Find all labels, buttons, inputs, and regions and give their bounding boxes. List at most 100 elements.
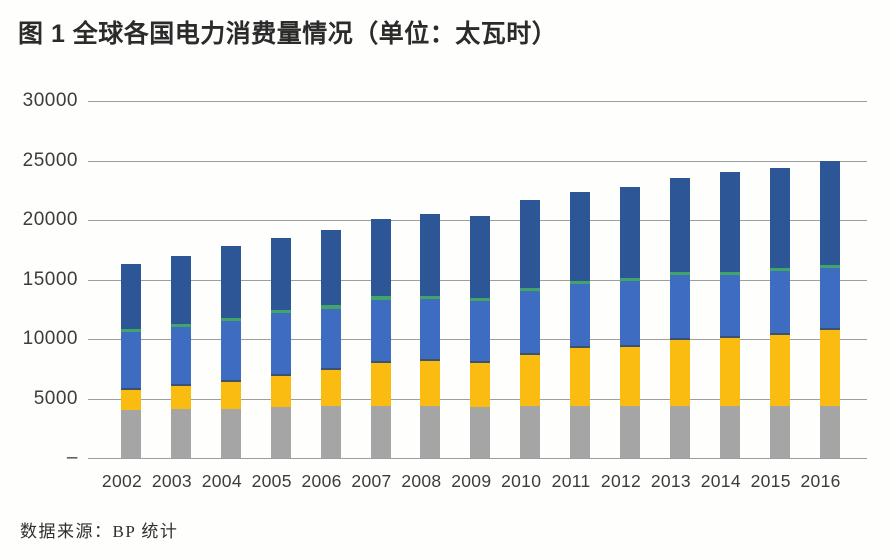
data-source-note: 数据来源：BP 统计: [20, 522, 179, 541]
segment-gray-2011: [570, 405, 591, 458]
x-tick-label-2005: 2005: [251, 471, 292, 491]
segment-green-2015: [769, 268, 790, 272]
x-tick-label-2014: 2014: [700, 471, 741, 491]
segment-green-2016: [819, 264, 840, 268]
segment-yellow-2006: [320, 369, 341, 407]
bar-2010: [520, 101, 541, 458]
bar-2011: [570, 101, 591, 458]
segment-green-2008: [420, 295, 441, 299]
segment-gray-2003: [170, 409, 191, 458]
segment-gray-2012: [620, 406, 640, 458]
segment-yellow-2002: [121, 390, 141, 411]
segment-green-2011: [570, 281, 591, 285]
segment-gray-2013: [669, 406, 690, 458]
bar-2004: [220, 101, 241, 458]
y-tick-label-0: –: [66, 447, 78, 468]
x-tick-label-2009: 2009: [451, 471, 492, 491]
y-tick-label-15000: 15000: [22, 268, 78, 290]
segment-yellow-2015: [769, 334, 790, 407]
segment-blue-2006: [320, 308, 341, 370]
plot-area: [88, 101, 867, 459]
x-tick-label-2011: 2011: [551, 471, 591, 491]
bar-2013: [669, 101, 690, 458]
segment-green-2012: [620, 277, 640, 281]
segment-gray-2008: [420, 405, 441, 458]
x-tick-label-2007: 2007: [351, 471, 392, 491]
segment-darkblue-2009: [470, 215, 491, 298]
bar-2007: [370, 101, 391, 458]
segment-blue-2016: [819, 267, 840, 330]
segment-yellow-2014: [719, 337, 740, 406]
segment-gray-2007: [370, 405, 391, 458]
segment-blue-2004: [220, 320, 241, 382]
segment-gray-2005: [270, 406, 291, 458]
segment-blue-2010: [520, 291, 541, 356]
segment-yellow-2012: [620, 346, 640, 407]
segment-green-2007: [370, 296, 391, 300]
segment-yellow-2005: [270, 375, 291, 407]
segment-green-2009: [470, 297, 491, 301]
bar-2009: [470, 101, 491, 458]
segment-blue-2003: [170, 327, 191, 387]
segment-yellow-2010: [520, 355, 541, 406]
x-tick-label-2002: 2002: [101, 471, 143, 491]
segment-yellow-2013: [669, 340, 690, 407]
x-tick-label-2013: 2013: [650, 471, 691, 491]
gridline-30000: [88, 101, 867, 102]
segment-darkblue-2012: [620, 186, 640, 278]
segment-blue-2002: [121, 331, 141, 391]
segment-blue-2014: [719, 274, 740, 338]
y-tick-label-10000: 10000: [22, 328, 78, 349]
y-tick-label-20000: 20000: [22, 209, 78, 230]
segment-gray-2014: [719, 405, 740, 458]
bar-2016: [819, 101, 840, 458]
segment-darkblue-2014: [719, 172, 740, 272]
x-tick-label-2004: 2004: [201, 471, 242, 491]
segment-green-2005: [270, 310, 291, 314]
bar-2005: [270, 101, 291, 458]
y-tick-label-5000: 5000: [33, 387, 78, 409]
segment-darkblue-2013: [669, 178, 690, 273]
segment-gray-2004: [220, 408, 241, 458]
bar-2002: [121, 101, 141, 458]
segment-green-2003: [170, 324, 191, 328]
segment-green-2002: [121, 328, 141, 332]
x-tick-label-2003: 2003: [151, 471, 192, 491]
segment-gray-2016: [819, 405, 840, 458]
x-tick-label-2010: 2010: [501, 471, 542, 491]
segment-blue-2009: [470, 300, 491, 364]
bar-2003: [170, 101, 191, 458]
bar-2012: [620, 101, 640, 458]
segment-darkblue-2003: [170, 255, 191, 325]
segment-yellow-2003: [170, 386, 191, 410]
chart-title: 图 1 全球各国电力消费量情况（单位：太瓦时）: [18, 20, 558, 48]
segment-green-2010: [520, 288, 541, 292]
x-tick-label-2016: 2016: [800, 471, 841, 491]
segment-gray-2015: [769, 406, 790, 458]
segment-blue-2013: [669, 275, 690, 341]
segment-gray-2010: [520, 405, 541, 458]
segment-blue-2015: [769, 271, 790, 335]
segment-green-2014: [719, 271, 740, 275]
segment-darkblue-2007: [370, 218, 391, 297]
segment-green-2004: [220, 317, 241, 321]
segment-green-2013: [669, 272, 690, 276]
segment-darkblue-2015: [769, 167, 790, 269]
bar-2008: [420, 101, 441, 458]
segment-gray-2006: [320, 406, 341, 458]
segment-yellow-2008: [420, 360, 441, 406]
segment-gray-2009: [470, 407, 491, 458]
segment-darkblue-2004: [220, 246, 241, 318]
segment-blue-2008: [420, 298, 441, 361]
x-tick-label-2008: 2008: [401, 471, 442, 491]
bar-2014: [719, 101, 740, 458]
gridline-0: [88, 458, 867, 459]
y-tick-label-25000: 25000: [22, 149, 78, 171]
segment-darkblue-2010: [520, 199, 541, 289]
gridline-25000: [88, 160, 867, 162]
segment-gray-2002: [121, 410, 141, 458]
segment-blue-2007: [370, 299, 391, 364]
bar-2006: [320, 101, 341, 458]
segment-darkblue-2008: [420, 213, 441, 296]
